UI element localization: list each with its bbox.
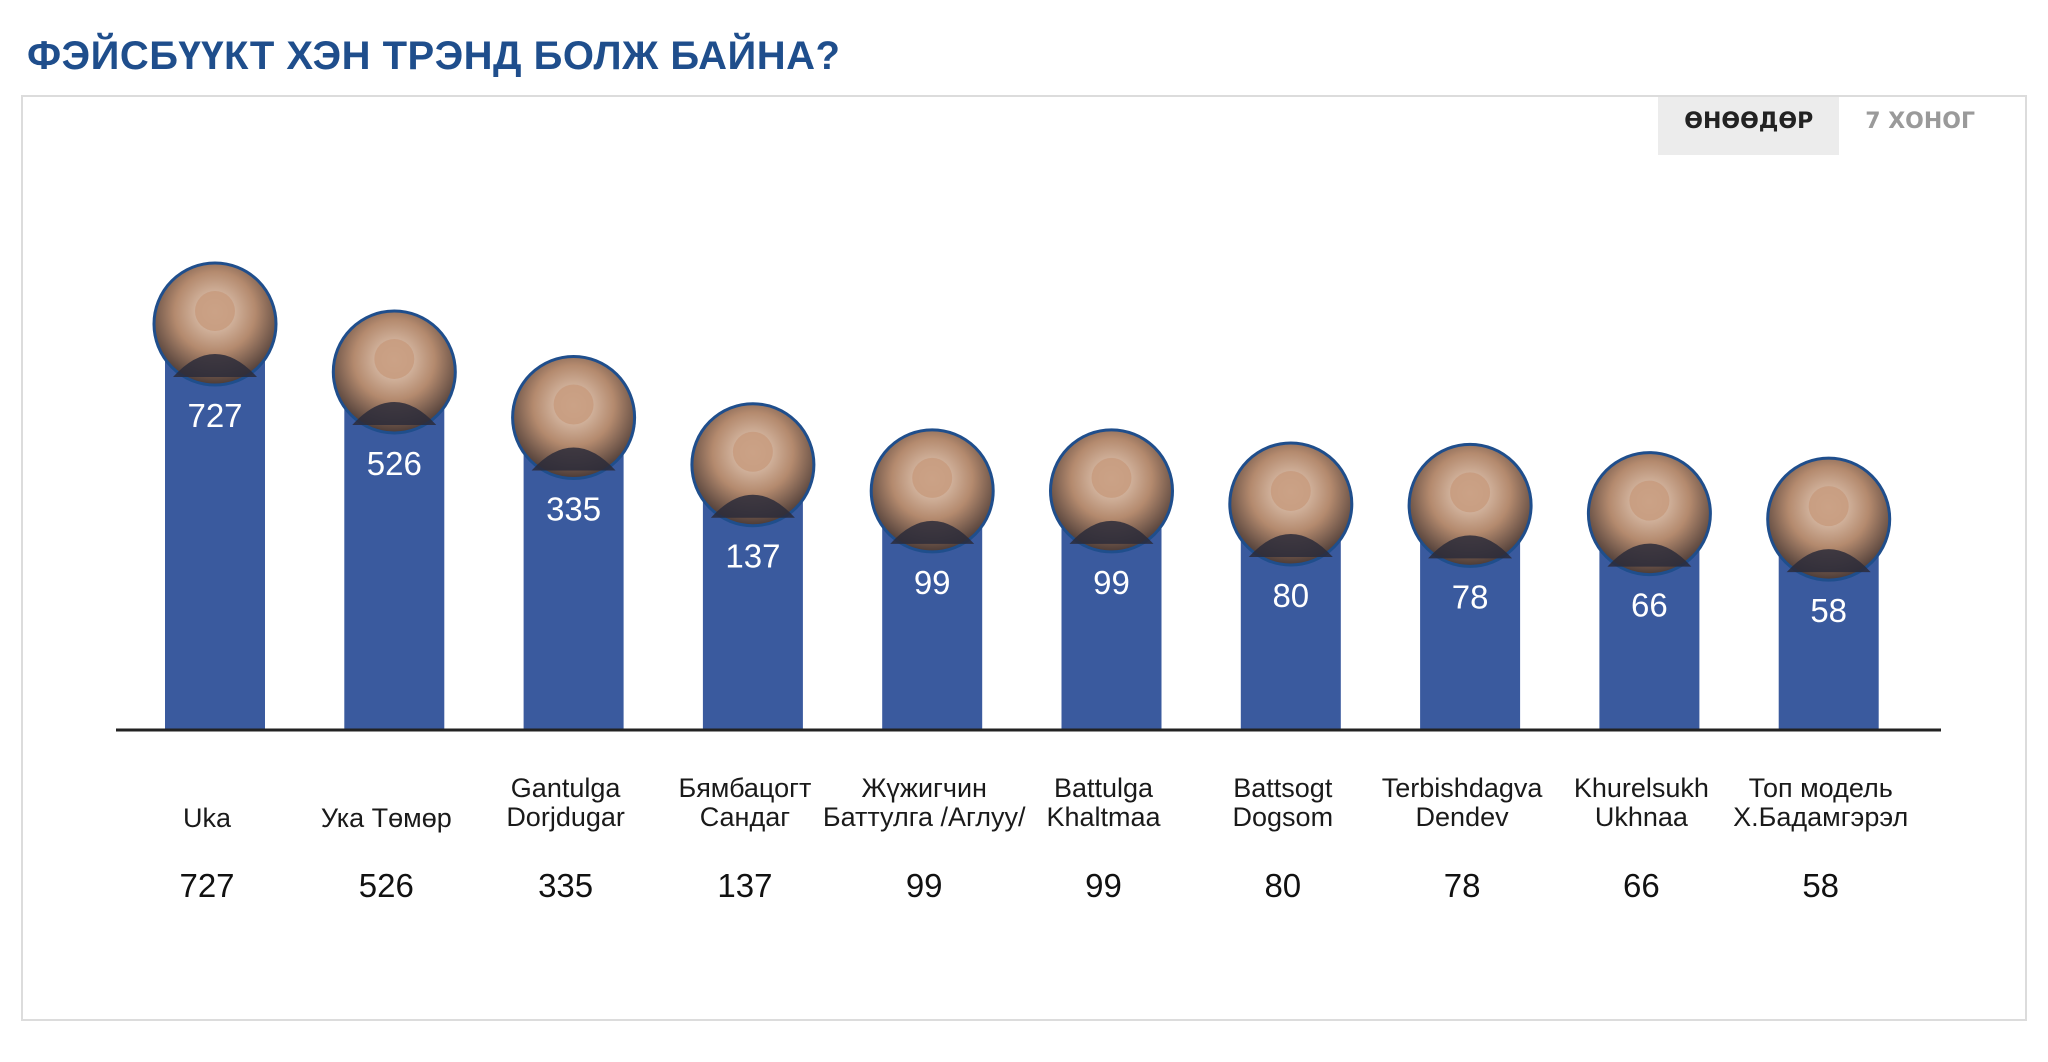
bar-value-label: 66 xyxy=(1631,587,1668,624)
category-label: Terbishdagva xyxy=(1382,773,1544,803)
bar-2 xyxy=(344,396,445,730)
value-label: 58 xyxy=(1802,867,1839,904)
trend-bar-chart: 727 Uka 727 526 Ука Төмөр 526 335 GantulgaDorjd… xyxy=(116,261,1941,904)
category-label: Сандаг xyxy=(700,802,790,832)
avatar-icon xyxy=(152,261,278,387)
value-label: 727 xyxy=(179,867,234,904)
avatar-icon xyxy=(1586,451,1712,577)
tab-today[interactable]: ӨНӨӨДӨР xyxy=(1658,97,1840,155)
bar-value-label: 78 xyxy=(1452,578,1489,615)
category-label: Dogsom xyxy=(1233,802,1334,832)
value-label: 137 xyxy=(717,867,772,904)
tab-7-days[interactable]: 7 ХОНОГ xyxy=(1865,109,1975,134)
category-label: Battulga xyxy=(1054,773,1154,803)
category-label: Khurelsukh xyxy=(1574,773,1709,803)
category-label: Dendev xyxy=(1416,802,1510,832)
value-label: 99 xyxy=(1085,867,1122,904)
bar-3 xyxy=(523,442,624,730)
period-tabs: ӨНӨӨДӨР 7 ХОНОГ xyxy=(1658,97,2001,155)
value-label: 335 xyxy=(538,867,593,904)
avatar-icon xyxy=(869,428,995,554)
bar-4 xyxy=(702,489,803,730)
avatar-icon xyxy=(690,402,816,528)
avatar-icon xyxy=(1049,428,1174,554)
category-label: Баттулга /Аглуу/ xyxy=(823,802,1026,832)
category-label: Бямбацогт xyxy=(678,773,811,803)
avatar-icon xyxy=(511,354,637,480)
bar-value-label: 58 xyxy=(1810,592,1847,629)
avatar-icon xyxy=(1228,441,1354,567)
category-label: Gantulga xyxy=(511,773,622,803)
category-label: Топ модель xyxy=(1749,773,1893,803)
category-label: Battsogt xyxy=(1233,773,1333,803)
category-label: Dorjdugar xyxy=(506,802,625,832)
avatar-icon xyxy=(1407,442,1533,568)
avatar-icon xyxy=(1766,456,1892,582)
value-label: 99 xyxy=(906,867,943,904)
bar-1 xyxy=(165,349,265,730)
category-label: Жүжигчин xyxy=(861,773,986,803)
page-title: ФЭЙСБҮҮКТ ХЭН ТРЭНД БОЛЖ БАЙНА? xyxy=(27,34,841,78)
bar-value-label: 335 xyxy=(546,490,601,527)
value-label: 66 xyxy=(1623,867,1660,904)
bar-value-label: 99 xyxy=(1093,564,1130,601)
bar-value-label: 137 xyxy=(725,538,780,575)
category-label: Ука Төмөр xyxy=(321,803,452,833)
chart-panel: ӨНӨӨДӨР 7 ХОНОГ 727 Uka 727 526 Ука Төмөр 526… xyxy=(21,95,2027,1021)
bar-value-label: 99 xyxy=(914,564,951,601)
category-label: Х.Бадамгэрэл xyxy=(1733,802,1908,832)
value-label: 526 xyxy=(359,867,414,904)
value-label: 78 xyxy=(1444,867,1481,904)
avatar-icon xyxy=(331,309,457,435)
bar-value-label: 526 xyxy=(367,445,422,482)
category-label: Uka xyxy=(183,803,232,833)
category-label: Khaltmaa xyxy=(1046,802,1161,832)
bar-value-label: 727 xyxy=(187,397,242,434)
value-label: 80 xyxy=(1264,867,1301,904)
category-label: Ukhnaa xyxy=(1595,802,1689,832)
bar-value-label: 80 xyxy=(1272,577,1309,614)
